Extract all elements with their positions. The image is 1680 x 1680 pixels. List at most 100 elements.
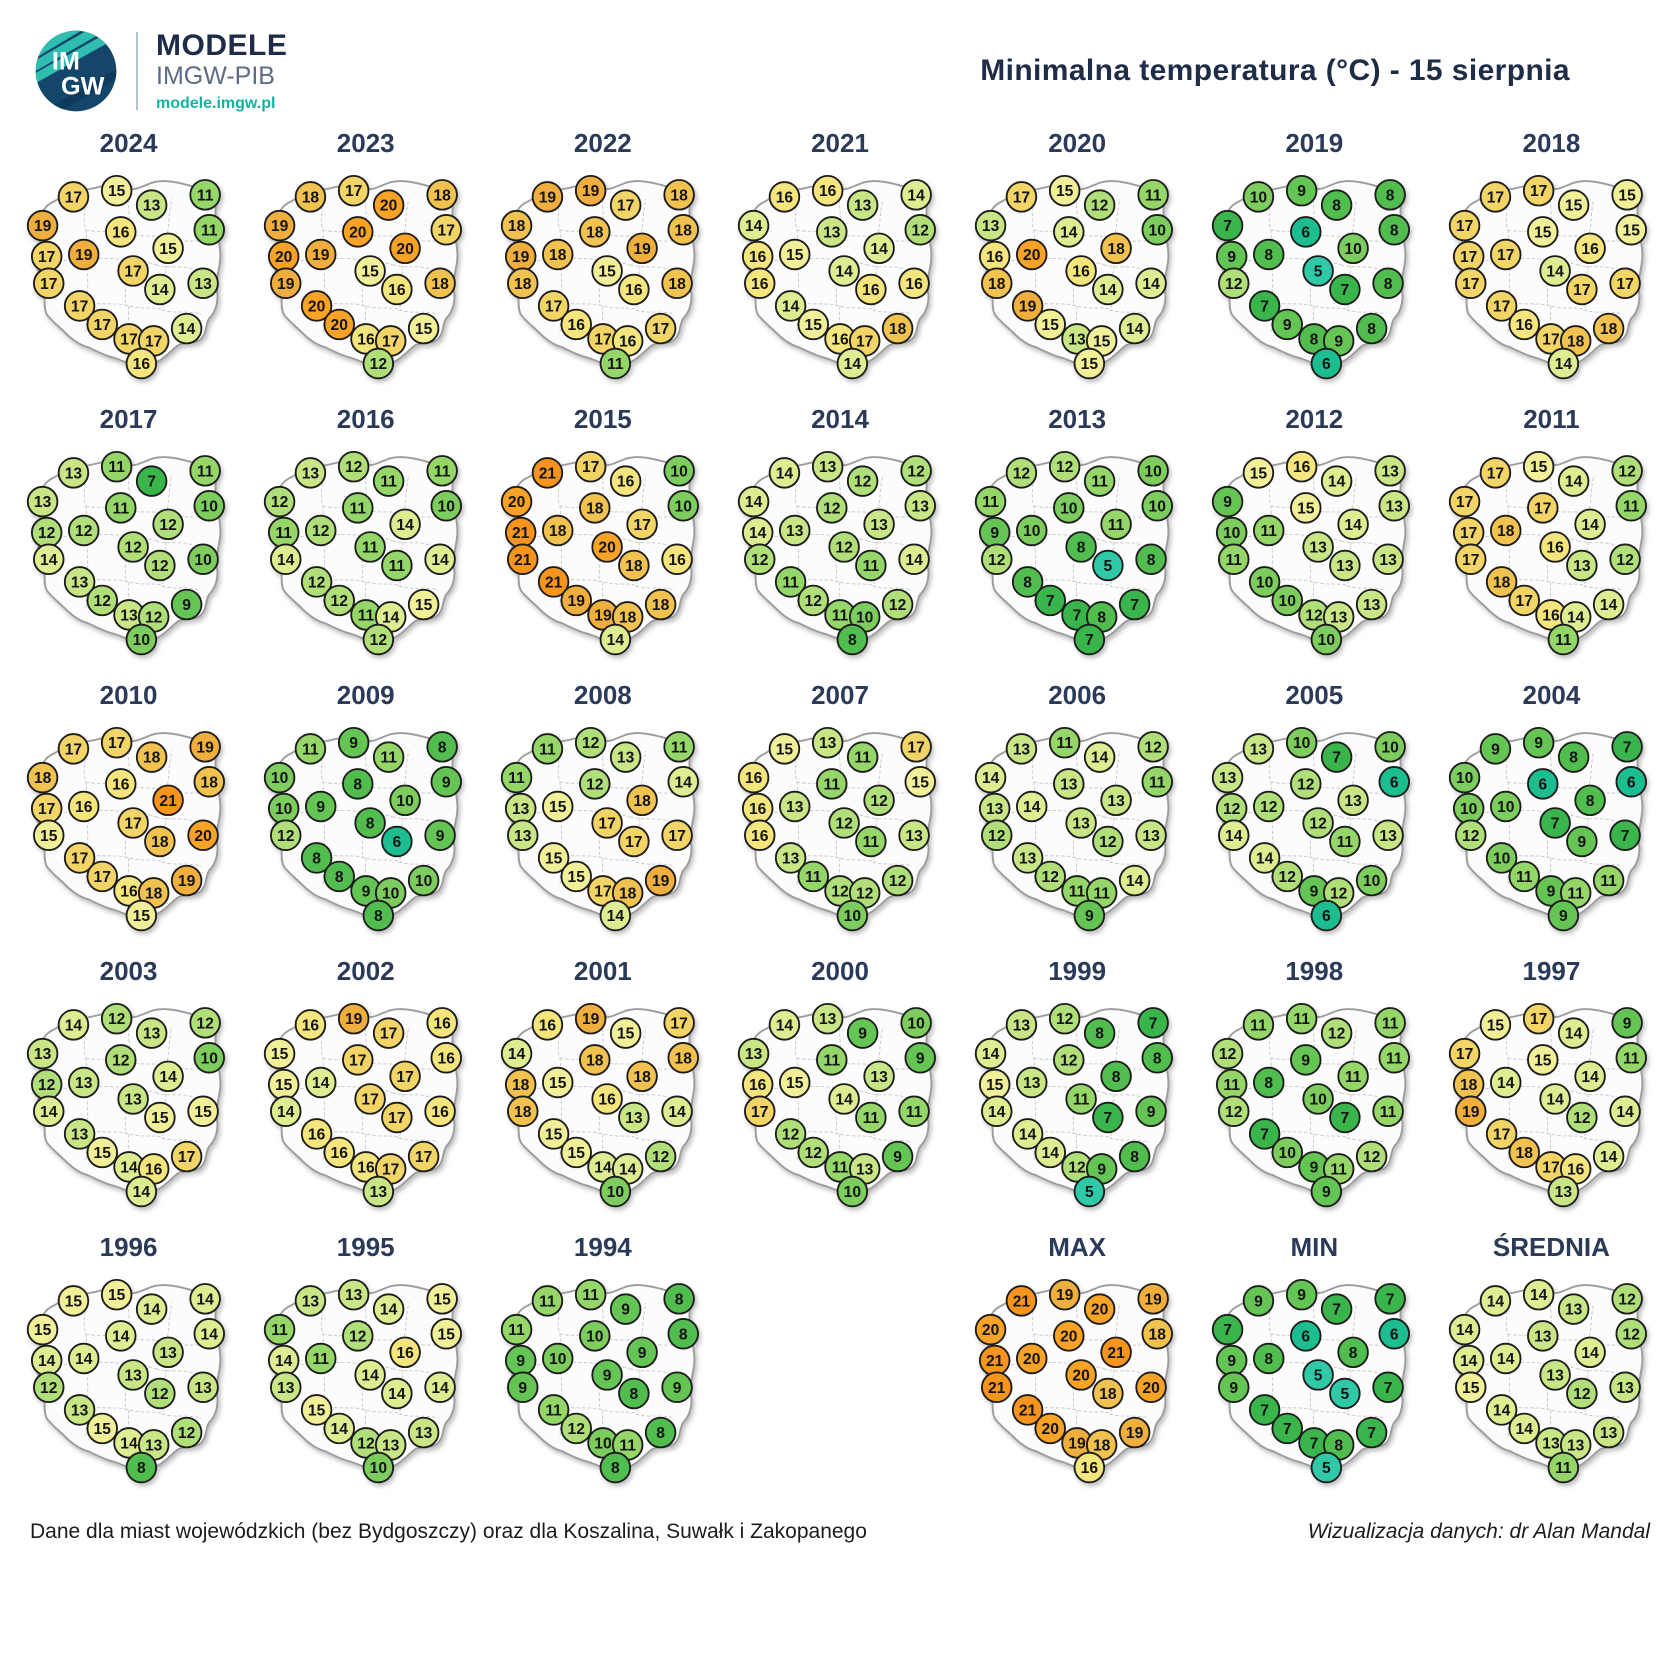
voivodeship-border (322, 853, 401, 863)
city-value-olsztyn: 13 (617, 750, 635, 767)
city-value-zakopane: 13 (369, 1184, 387, 1201)
city-marker-koszalin: 21 (531, 457, 564, 489)
city-circle-koszalin (1480, 733, 1512, 765)
city-value-zielona-gora: 11 (1226, 552, 1243, 569)
city-marker-lublin: 13 (1372, 819, 1405, 852)
city-value-suwalki: 12 (1619, 1291, 1637, 1308)
city-circle-warszawa (389, 508, 421, 541)
city-marker-warszawa: 18 (626, 784, 658, 817)
city-circle-zakopane (362, 1451, 394, 1484)
city-circle-suwalki (900, 179, 932, 211)
city-value-bialystok: 10 (437, 498, 455, 515)
city-marker-krakow: 17 (374, 1153, 407, 1185)
city-value-lodz: 17 (124, 263, 141, 280)
city-circle-zakopane (1548, 1175, 1580, 1208)
brand-subtitle: IMGW-PIB (156, 61, 275, 90)
city-marker-suwalki: 7 (1137, 1007, 1170, 1039)
city-value-warszawa: 16 (1582, 241, 1600, 258)
city-marker-opole: 14 (1508, 1412, 1541, 1445)
city-value-lublin: 20 (194, 828, 212, 845)
city-marker-rzeszow: 12 (170, 1416, 202, 1449)
city-value-zielona-gora: 15 (1462, 1380, 1480, 1397)
city-marker-katowice: 12 (824, 875, 856, 907)
city-value-szczecin: 20 (982, 1322, 1000, 1339)
city-value-poznan: 12 (1260, 799, 1278, 816)
city-marker-lublin: 7 (1372, 1371, 1405, 1404)
city-marker-gdansk: 12 (574, 726, 607, 759)
city-circle-bialystok (904, 766, 936, 798)
city-value-wroclaw: 19 (1019, 298, 1037, 315)
city-value-kielce: 13 (1574, 558, 1592, 575)
city-value-zielona-gora: 17 (40, 276, 57, 293)
city-value-lublin: 9 (1147, 1104, 1156, 1121)
city-marker-zielona-gora: 9 (506, 1371, 539, 1404)
city-value-zielona-gora: 14 (1225, 828, 1243, 845)
city-circle-wroclaw (1011, 290, 1044, 322)
city-marker-koszalin: 14 (768, 457, 801, 489)
city-value-katowice: 12 (831, 883, 849, 900)
city-circle-rzeszow (170, 1140, 202, 1173)
city-value-poznan: 13 (1023, 1075, 1041, 1092)
city-circle-rzeszow (1356, 312, 1388, 345)
city-value-gorzow-wielkopolski: 15 (275, 1077, 293, 1094)
city-value-opole: 16 (1516, 317, 1534, 334)
city-value-koszalin: 17 (1487, 189, 1504, 206)
city-marker-opole: 12 (1271, 860, 1304, 893)
city-value-szczecin: 11 (982, 494, 999, 511)
city-marker-krakow: 18 (611, 877, 644, 909)
city-marker-zielona-gora: 12 (743, 543, 776, 576)
city-circle-wroclaw (1249, 1394, 1281, 1426)
city-circle-kielce (1566, 549, 1599, 582)
city-value-lublin: 8 (1384, 276, 1393, 293)
city-circle-lublin (424, 1371, 456, 1404)
city-marker-rzeszow: 9 (170, 588, 202, 621)
city-circle-zakopane (362, 899, 394, 932)
map-year-label: 2012 (1285, 404, 1344, 434)
city-marker-wroclaw: 8 (300, 842, 333, 874)
brand-url-link[interactable]: modele.imgw.pl (156, 94, 276, 112)
city-circle-koszalin (294, 457, 326, 489)
voivodeship-border (559, 1405, 638, 1415)
city-marker-olsztyn: 14 (1084, 741, 1116, 773)
city-circle-opole (1034, 1412, 1067, 1445)
city-marker-koszalin: 13 (1005, 733, 1038, 765)
city-marker-koszalin: 16 (531, 1009, 564, 1041)
city-circle-gdansk (1523, 1278, 1555, 1311)
city-marker-torun: 12 (104, 1044, 137, 1076)
city-marker-gdansk: 12 (337, 450, 370, 483)
city-circle-suwalki (900, 1007, 932, 1039)
city-circle-warszawa (1574, 784, 1607, 817)
city-marker-wroclaw: 15 (537, 842, 570, 874)
city-marker-gdansk: 13 (811, 726, 844, 759)
city-value-szczecin: 12 (271, 494, 289, 511)
city-circle-gdansk (574, 1002, 607, 1035)
city-value-rzeszow: 12 (652, 1149, 670, 1166)
city-marker-zakopane: 14 (599, 623, 631, 656)
voivodeship-border (796, 853, 876, 863)
city-marker-bialystok: 10 (1141, 214, 1174, 246)
city-marker-suwalki: 10 (1374, 731, 1407, 763)
city-circle-rzeszow (407, 864, 440, 897)
city-value-rzeszow: 14 (1126, 321, 1144, 338)
city-value-katowice: 14 (594, 1159, 612, 1176)
city-circle-opole (1271, 308, 1304, 341)
city-circle-koszalin (1242, 1285, 1275, 1317)
city-marker-wroclaw: 17 (537, 290, 570, 322)
city-value-bialystok: 18 (200, 774, 218, 791)
city-circle-olsztyn (846, 465, 879, 497)
city-circle-poznan (541, 238, 574, 271)
city-circle-lublin (1609, 543, 1642, 576)
city-circle-wroclaw (774, 842, 807, 874)
city-marker-lublin: 13 (1372, 543, 1405, 576)
city-circle-koszalin (294, 181, 326, 213)
city-value-gdansk: 19 (582, 1011, 600, 1028)
city-value-bialystok: 15 (1623, 222, 1641, 239)
city-marker-suwalki: 11 (663, 731, 695, 763)
city-marker-lublin: 15 (186, 1095, 219, 1128)
city-value-poznan: 12 (312, 523, 330, 540)
city-marker-lodz: 12 (828, 531, 860, 563)
city-marker-gdansk: 9 (1286, 1278, 1318, 1311)
city-marker-poznan: 20 (1016, 238, 1048, 271)
city-value-olsztyn: 8 (1095, 1026, 1104, 1043)
